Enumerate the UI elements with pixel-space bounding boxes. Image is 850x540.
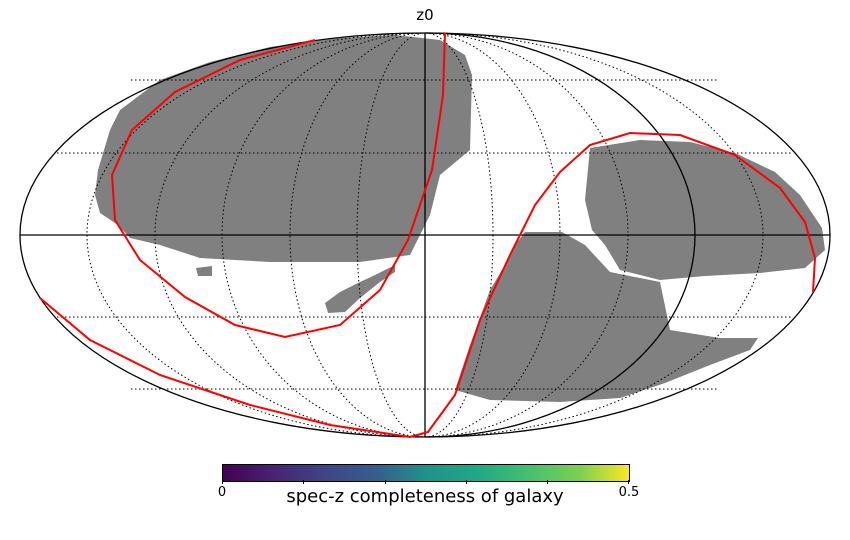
curve-north [110,32,446,339]
colorbar-min-label: 0 [217,485,227,500]
reference-lines [19,32,831,438]
colorbar-tick [628,480,629,484]
curve-south [39,131,817,439]
colorbar-tick [222,480,223,484]
colorbar-tick [303,480,304,484]
footprint-north-right [585,140,825,280]
colorbar-label: spec-z completeness of galaxy [286,486,564,507]
survey-footprint [95,35,825,402]
colorbar [222,464,630,482]
colorbar-max-label: 0.5 [618,485,640,500]
colorbar-tick [466,480,467,484]
plot-title: z0 [416,6,434,24]
footprint-strip-left [196,266,212,276]
footprint-strip-mid [325,265,395,313]
footprint-north-left [95,35,472,262]
colorbar-tick [547,480,548,484]
red-curves [39,32,817,439]
colorbar-tick [385,480,386,484]
